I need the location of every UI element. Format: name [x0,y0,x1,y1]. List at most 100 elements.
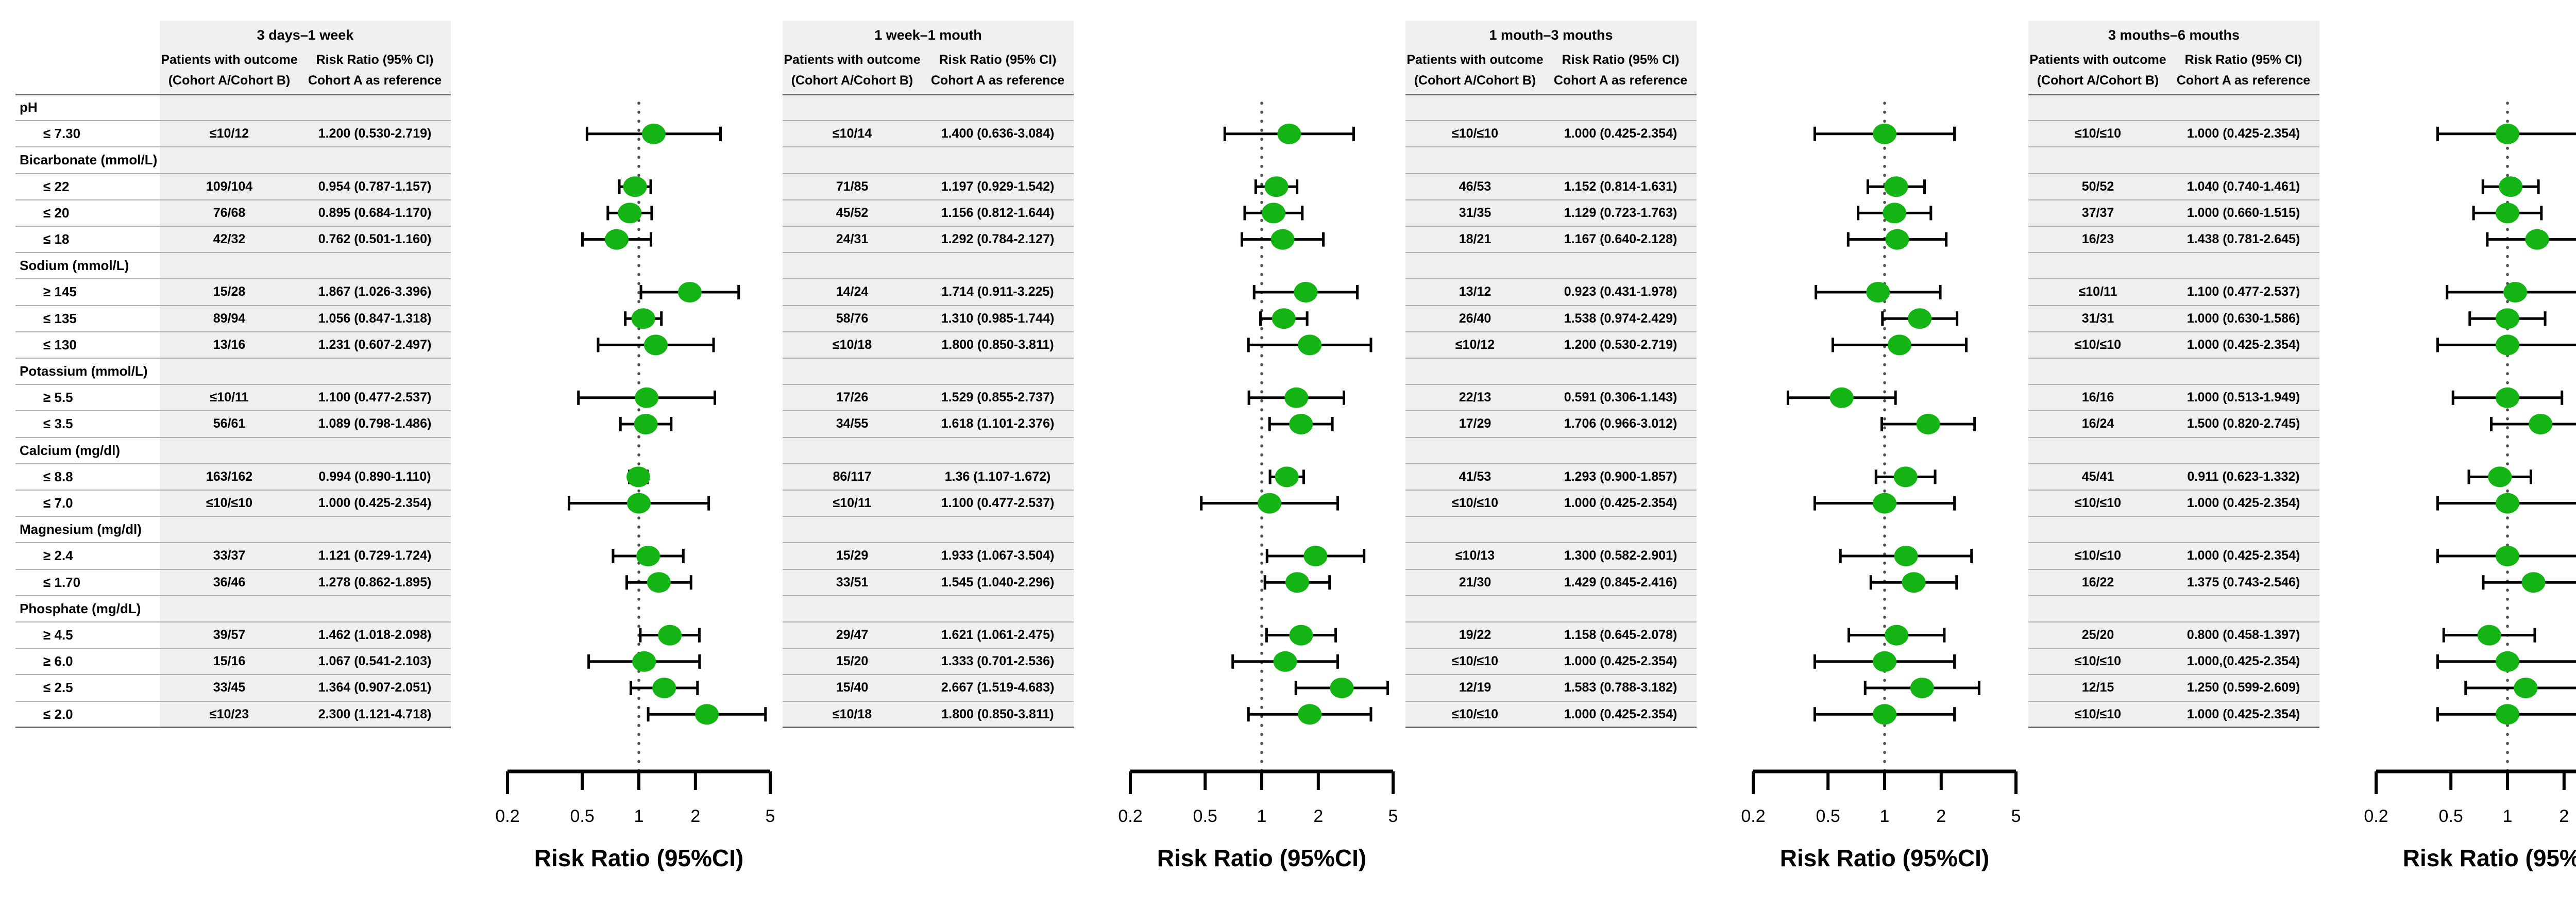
patients-count-cell: ≤10/≤10 [1451,706,1498,721]
row-divider [783,384,1074,385]
row-label-item: ≤ 1.70 [43,574,81,590]
patients-count-cell: ≤10/12 [1455,337,1495,352]
risk-ratio-cell: 1.158 (0.645-2.078) [1564,628,1677,642]
column-header-patients: Patients with outcome [1406,53,1544,67]
risk-ratio-cell: 1.429 (0.845-2.416) [1564,575,1677,590]
risk-ratio-cell: 1.167 (0.640-2.128) [1564,232,1677,246]
risk-ratio-cell: 1.800 (0.850-3.811) [941,706,1054,721]
risk-ratio-cell: 1.933 (1.067-3.504) [941,548,1055,563]
patients-count-cell: 17/26 [836,390,869,405]
forest-marker [1275,466,1299,487]
row-divider [1405,436,1697,438]
forest-marker [2529,414,2553,434]
patients-count-cell: ≤10/≤10 [2074,706,2121,721]
patients-count-cell: 12/15 [2081,680,2114,695]
forest-marker [2514,678,2538,698]
forest-marker [1873,493,1896,514]
risk-ratio-cell: 1.089 (0.798-1.486) [318,416,432,431]
patients-count-cell: 33/37 [213,548,246,563]
table-background [2028,21,2319,728]
row-divider [2028,384,2319,385]
x-axis-tick-label: 5 [1388,806,1398,826]
forest-marker [1303,546,1328,566]
risk-ratio-cell: 1.462 (1.018-2.098) [318,628,432,642]
row-divider [783,410,1074,412]
forest-marker [1285,572,1309,593]
forest-marker [1284,387,1309,408]
row-divider [2028,358,2319,359]
row-divider [15,252,451,254]
row-divider [1405,331,1697,332]
x-axis-tick-label: 2 [1313,806,1323,826]
patients-count-cell: 16/22 [2081,575,2114,590]
row-label-item: ≤ 18 [43,231,70,247]
forest-marker [1885,229,1909,250]
forest-marker [1908,308,1932,329]
patients-count-cell: 12/19 [1459,680,1492,695]
row-divider [15,436,451,438]
patients-count-cell: 76/68 [213,205,246,220]
patients-count-cell: 109/104 [206,179,253,194]
risk-ratio-cell: 1.000 (0.425-2.354) [1564,496,1677,510]
forest-marker [1885,625,1909,646]
panel-period-3: 3 mouths–6 mouths Patients with outcome (C… [2028,0,2576,909]
patients-count-cell: 46/53 [1459,179,1492,194]
risk-ratio-cell: 1.000 (0.425-2.354) [1564,126,1677,141]
row-label-item: ≤ 8.8 [43,468,73,484]
patients-count-cell: ≤10/≤10 [2074,337,2121,352]
forest-marker [604,229,629,250]
column-header-patients: Patients with outcome [161,53,298,67]
patients-count-cell: 36/46 [213,575,246,590]
risk-ratio-cell: 2.300 (1.121-4.718) [318,706,432,721]
patients-count-cell: 89/94 [213,311,246,326]
row-divider [15,226,451,227]
patients-count-cell: ≤10/18 [832,337,872,352]
x-axis-tick-label: 0.2 [495,806,519,826]
row-divider [783,305,1074,306]
patients-count-cell: 17/29 [1459,416,1492,431]
row-divider [783,595,1074,596]
column-header-patients: (Cohort A/Cohort B) [791,73,913,88]
forest-marker [1289,414,1313,434]
risk-ratio-cell: 1.100 (0.477-2.537) [2187,284,2300,299]
row-label-item: ≥ 4.5 [43,627,73,643]
row-divider [2028,674,2319,676]
row-label-item: ≤ 7.30 [43,126,81,142]
patients-count-cell: ≤10/≤10 [2074,654,2121,669]
row-label-group: Magnesium (mg/dl) [20,521,142,537]
column-header-riskratio: Cohort A as reference [1553,73,1688,88]
patients-count-cell: 22/13 [1459,390,1492,405]
header-divider [2028,93,2319,95]
row-divider [2028,516,2319,517]
patients-count-cell: 15/28 [213,284,246,299]
forest-marker [1261,203,1285,224]
row-divider [1405,595,1697,596]
x-axis-tick-label: 0.5 [1816,806,1840,826]
risk-ratio-cell: 1.000 (0.660-1.515) [2187,205,2300,220]
risk-ratio-cell: 1.300 (0.582-2.901) [1564,548,1677,563]
risk-ratio-cell: 1.278 (0.862-1.895) [318,575,432,590]
panel-period-0: 3 days–1 week Patients with outcome (Cohor… [15,0,783,909]
column-header-patients: Patients with outcome [2029,53,2166,67]
row-label-item: ≥ 5.5 [43,390,73,406]
row-divider [2028,120,2319,122]
x-axis-title: Risk Ratio (95%CI) [1157,845,1367,871]
row-divider [15,173,451,174]
risk-ratio-cell: 1.000 (0.425-2.354) [2187,548,2300,563]
risk-ratio-cell: 0.923 (0.431-1.978) [1564,284,1677,299]
forest-plot: 0.2 0.5 1 2 5 [495,102,775,826]
row-divider [2028,621,2319,622]
row-divider [783,568,1074,570]
column-header-riskratio: Cohort A as reference [930,73,1065,88]
row-divider [1405,252,1697,254]
risk-ratio-cell: 1.583 (0.788-3.182) [1564,680,1677,695]
forest-marker [1873,704,1896,725]
patients-count-cell: 24/31 [836,232,869,246]
row-divider [1405,146,1697,148]
table-background [1405,21,1697,728]
forest-marker [1330,678,1354,698]
column-header-riskratio: Cohort A as reference [2176,73,2311,88]
forest-marker [2496,651,2519,672]
column-header-patients: (Cohort A/Cohort B) [168,73,291,88]
row-divider [15,700,451,702]
